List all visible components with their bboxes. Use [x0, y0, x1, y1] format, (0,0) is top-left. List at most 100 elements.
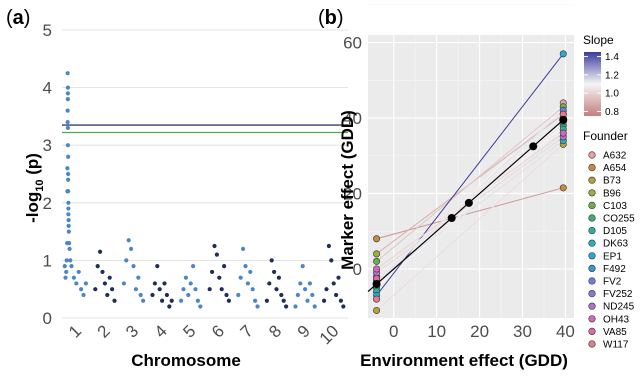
founder-point [373, 257, 381, 265]
snp-point [102, 281, 107, 286]
founder-legend-swatch [588, 151, 596, 159]
founder-point [373, 250, 381, 258]
colorbar-tick-label: 0.8 [605, 107, 619, 118]
snp-point [141, 298, 146, 303]
y-tick-label: 0 [43, 309, 52, 328]
x-tick-label: 7 [237, 321, 257, 341]
snp-point [271, 269, 277, 275]
founder-legend-swatch [588, 214, 596, 222]
founder-legend-swatch [588, 239, 596, 247]
snp-point [66, 154, 71, 159]
snp-point [298, 281, 303, 286]
snp-point [110, 287, 115, 292]
snp-point [193, 287, 198, 292]
manhattan-y-axis-title: -log10 (p) [23, 153, 46, 223]
x-tick-label: 8 [265, 321, 285, 341]
snp-point [66, 189, 71, 194]
snp-point [224, 292, 229, 298]
snp-point [240, 246, 246, 251]
snp-point [183, 275, 188, 280]
snp-point [324, 287, 329, 292]
snp-point [209, 269, 215, 275]
mean-line [367, 115, 568, 293]
founder-legend-swatch [588, 340, 596, 348]
y-tick-label: 3 [43, 136, 52, 155]
y-tick-label: 20 [343, 184, 362, 203]
colorbar-tick-label: 1.0 [605, 89, 619, 100]
x-tick-label: 3 [122, 321, 142, 341]
snp-point [253, 298, 258, 303]
y-tick-label: 60 [343, 34, 362, 53]
snp-point [188, 281, 193, 286]
snp-point [65, 143, 70, 148]
mean-point [559, 115, 568, 124]
snp-point [217, 275, 222, 280]
snp-point [307, 281, 313, 286]
snp-point [157, 287, 162, 292]
y-tick-label: 5 [43, 21, 52, 40]
snp-point [169, 298, 174, 303]
snp-point [334, 292, 339, 298]
y-tick-label: 4 [43, 79, 52, 98]
founder-point [559, 129, 567, 137]
snp-point [295, 292, 300, 298]
snp-point [167, 304, 172, 309]
snp-point [64, 258, 69, 263]
snp-point [250, 287, 255, 292]
snp-point [63, 275, 68, 280]
snp-point [226, 298, 232, 303]
snp-point [95, 264, 100, 269]
snp-point [68, 258, 73, 263]
snp-point [181, 287, 186, 292]
snp-point [66, 229, 71, 234]
founder-point [559, 50, 567, 58]
snp-point [66, 217, 71, 223]
founder-line [376, 106, 564, 262]
snp-point [65, 120, 70, 125]
snp-point [243, 264, 248, 269]
snp-point [128, 246, 134, 251]
snp-point [65, 166, 70, 171]
snp-point [195, 298, 201, 303]
snp-point [112, 298, 117, 303]
snp-point [284, 304, 289, 309]
snp-point [279, 292, 284, 298]
snp-point [65, 125, 70, 131]
snp-point [136, 275, 141, 280]
snp-point [66, 206, 71, 211]
snp-point [255, 304, 260, 309]
founder-point [559, 184, 567, 192]
x-tick-label: 5 [179, 321, 199, 341]
snp-point [207, 287, 212, 292]
x-tick-label: 6 [208, 321, 228, 341]
founder-legend-label: A632 [603, 151, 627, 162]
snp-point [164, 292, 170, 298]
snp-point [126, 238, 131, 243]
snp-point [326, 243, 331, 249]
snp-point [236, 292, 241, 298]
snp-point [79, 287, 84, 292]
snp-point [65, 71, 70, 76]
manhattan-points [62, 71, 346, 309]
x-tick-label: 0 [389, 322, 398, 341]
snp-point [178, 298, 184, 303]
snp-point [341, 304, 346, 309]
snp-point [65, 85, 70, 90]
y-tick-label: 1 [43, 251, 52, 270]
mean-point [529, 142, 538, 151]
snp-point [83, 281, 89, 286]
x-tick-label: 10 [427, 322, 446, 341]
snp-point [62, 264, 67, 269]
colorbar-tick-label: 1.2 [605, 70, 619, 81]
founder-legend-swatch [588, 302, 596, 310]
founder-legend-label: F492 [603, 264, 626, 275]
founder-legend-swatch [588, 264, 596, 273]
x-tick-label: 2 [94, 321, 114, 341]
snp-point [331, 281, 336, 286]
snp-point [303, 287, 308, 292]
snp-point [214, 252, 219, 257]
founder-line [376, 110, 564, 283]
y-tick-label: 40 [343, 109, 362, 128]
